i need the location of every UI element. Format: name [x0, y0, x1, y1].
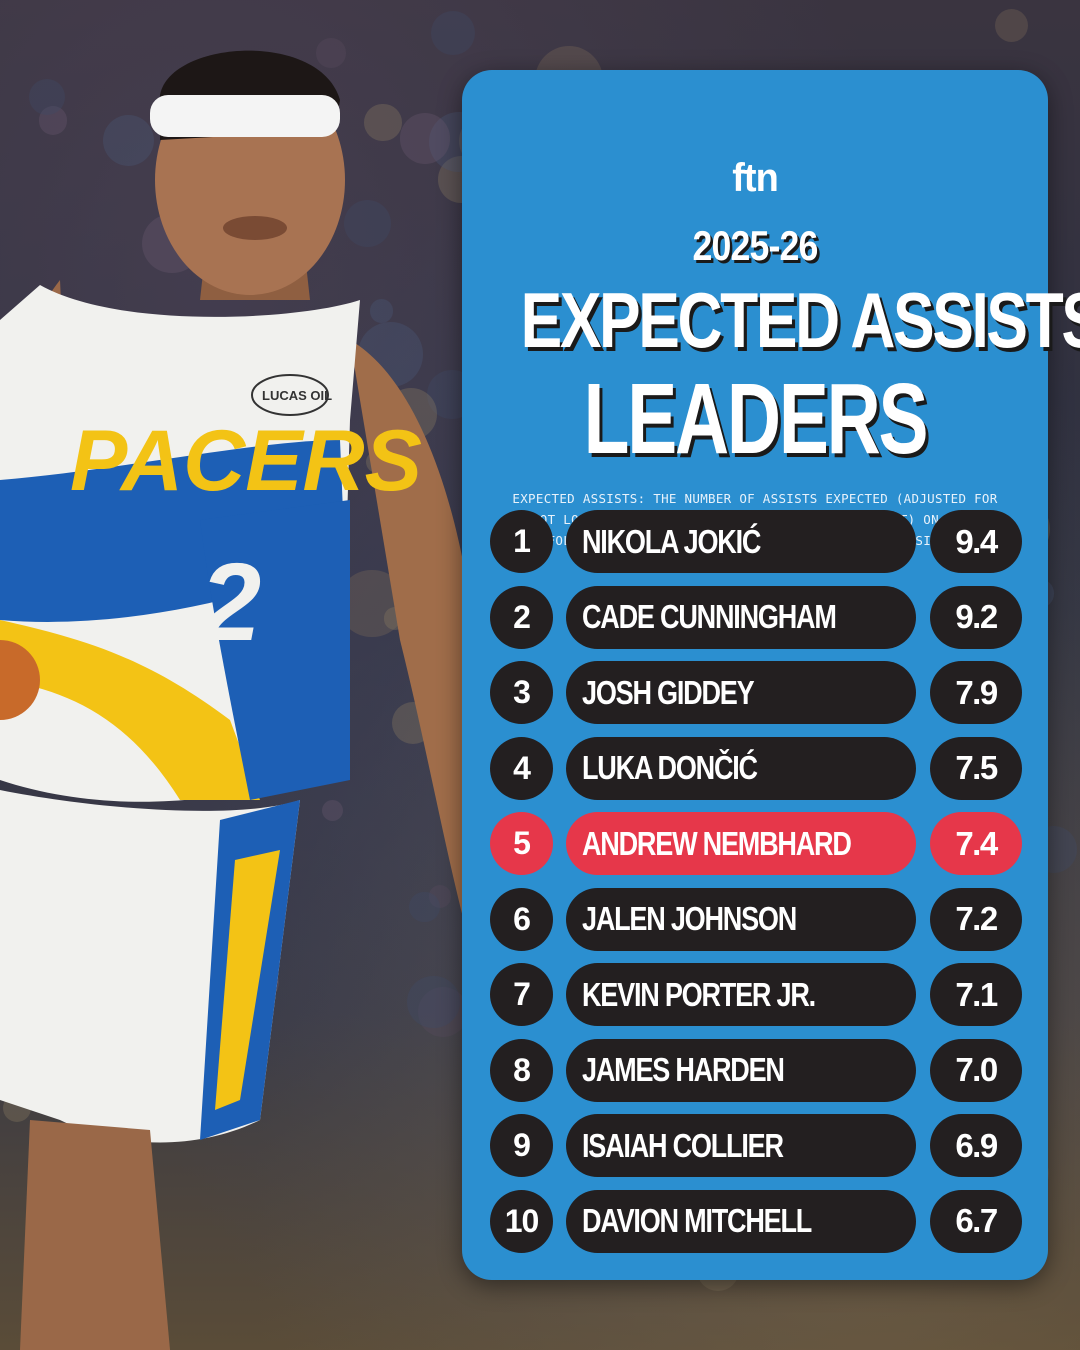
crowd-blur — [409, 891, 441, 923]
ftn-logo-text: ftn — [732, 156, 779, 200]
leader-row: 6 JALEN JOHNSON 7.2 — [490, 887, 1024, 951]
crowd-blur — [364, 103, 402, 142]
crowd-blur — [322, 800, 344, 822]
ftn-logo: ftn — [462, 156, 1048, 201]
stat-value-pill: 7.9 — [930, 661, 1022, 724]
player-name-pill: JOSH GIDDEY — [566, 661, 916, 724]
rank-badge: 9 — [490, 1114, 553, 1177]
leader-row: 3 JOSH GIDDEY 7.9 — [490, 661, 1024, 724]
stat-value-pill: 6.9 — [930, 1114, 1022, 1177]
rank-badge: 4 — [490, 736, 553, 800]
season-label: 2025-26 — [692, 222, 818, 269]
crowd-blur — [369, 299, 394, 323]
player-name-pill: DAVION MITCHELL — [566, 1189, 916, 1253]
stat-value-pill: 7.5 — [930, 736, 1022, 800]
player-name-pill: NIKOLA JOKIĆ — [566, 510, 916, 573]
leader-row: 2 CADE CUNNINGHAM 9.2 — [490, 585, 1024, 649]
player-name: DAVION MITCHELL — [582, 1202, 812, 1239]
leader-row: 7 KEVIN PORTER JR. 7.1 — [490, 963, 1024, 1026]
leader-row: 9 ISAIAH COLLIER 6.9 — [490, 1114, 1024, 1177]
leader-row: 5 ANDREW NEMBHARD 7.4 — [490, 812, 1024, 875]
leader-row: 4 LUKA DONČIĆ 7.5 — [490, 736, 1024, 800]
crowd-blur — [38, 106, 68, 135]
crowd-blur — [994, 9, 1029, 43]
player-name: KEVIN PORTER JR. — [582, 975, 816, 1013]
crowd-blur — [316, 38, 346, 68]
svg-text:PACERS: PACERS — [70, 413, 422, 509]
svg-text:LUCAS OIL: LUCAS OIL — [262, 388, 332, 403]
player-name-pill: ISAIAH COLLIER — [566, 1114, 916, 1177]
player-name-pill: JALEN JOHNSON — [566, 887, 916, 951]
leaders-card: ftn 2025-26 EXPECTED ASSISTS LEADERS EXP… — [462, 70, 1080, 1280]
rank-badge: 8 — [490, 1038, 553, 1102]
player-name: JAMES HARDEN — [582, 1051, 785, 1088]
stat-value-pill: 9.4 — [930, 510, 1022, 573]
page-title-line2: LEADERS — [583, 363, 929, 475]
stat-value-pill: 7.4 — [930, 812, 1022, 875]
player-name: JOSH GIDDEY — [582, 673, 755, 711]
player-name: NIKOLA JOKIĆ — [582, 522, 761, 560]
stat-value-pill: 9.2 — [930, 585, 1022, 649]
stat-value-pill: 7.1 — [930, 963, 1022, 1026]
crowd-blur — [428, 885, 452, 908]
leader-row: 1 NIKOLA JOKIĆ 9.4 — [490, 510, 1024, 573]
crowd-blur — [407, 975, 460, 1029]
crowd-blur — [28, 78, 66, 116]
stat-value-pill: 7.0 — [930, 1038, 1022, 1102]
rank-badge: 2 — [490, 585, 553, 649]
player-name-pill: KEVIN PORTER JR. — [566, 963, 916, 1026]
crowd-blur — [431, 10, 476, 55]
leader-row: 8 JAMES HARDEN 7.0 — [490, 1038, 1024, 1102]
crowd-blur — [103, 114, 155, 166]
rank-badge: 7 — [490, 963, 553, 1026]
player-name: ISAIAH COLLIER — [582, 1126, 784, 1164]
crowd-blur — [399, 113, 451, 164]
leader-row: 10 DAVION MITCHELL 6.7 — [490, 1189, 1024, 1253]
player-name: JALEN JOHNSON — [582, 900, 797, 937]
rank-badge: 10 — [490, 1189, 553, 1253]
rank-badge: 1 — [490, 510, 553, 573]
stat-value-pill: 6.7 — [930, 1189, 1022, 1253]
rank-badge: 5 — [490, 812, 553, 875]
player-name: CADE CUNNINGHAM — [582, 598, 837, 635]
crowd-blur — [343, 199, 391, 247]
svg-text:2: 2 — [198, 541, 261, 664]
crowd-blur — [417, 986, 468, 1037]
stat-value-pill: 7.2 — [930, 887, 1022, 951]
player-name-pill: CADE CUNNINGHAM — [566, 585, 916, 649]
rank-badge: 6 — [490, 887, 553, 951]
rank-badge: 3 — [490, 661, 553, 724]
player-photo: PACERS 2 LUCAS OIL — [0, 50, 530, 1350]
player-name: ANDREW NEMBHARD — [582, 824, 852, 862]
player-name-pill: ANDREW NEMBHARD — [566, 812, 916, 875]
player-name-pill: JAMES HARDEN — [566, 1038, 916, 1102]
player-name-pill: LUKA DONČIĆ — [566, 736, 916, 800]
page-title-line1: EXPECTED ASSISTS — [520, 276, 1080, 364]
player-name: LUKA DONČIĆ — [582, 749, 758, 786]
